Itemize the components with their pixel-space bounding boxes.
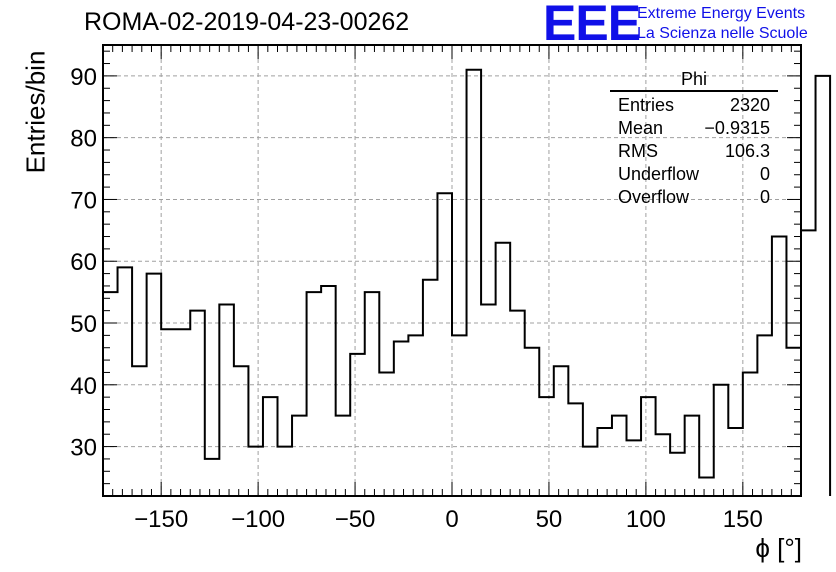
logo-line-2: La Scienza nelle Scuole [637,25,808,42]
stats-value: 106.3 [724,141,770,161]
y-tick-label: 80 [70,126,97,153]
x-tick-label: 0 [445,506,458,533]
x-tick-label: −100 [231,506,285,533]
stats-value: −0.9315 [704,118,770,138]
stats-row-overflow: Overflow 0 [610,186,778,209]
stats-row-mean: Mean −0.9315 [610,117,778,140]
y-tick-label: 90 [70,64,97,91]
stats-value: 0 [759,187,770,207]
eee-logo-text: Extreme Energy Events La Scienza nelle S… [637,4,808,44]
y-tick-label: 60 [70,249,97,276]
y-tick-label: 50 [70,311,97,338]
x-tick-label: 100 [626,506,666,533]
x-tick-label: 50 [536,506,563,533]
stats-title: Phi [680,69,707,89]
stats-row-rms: RMS 106.3 [610,140,778,163]
stats-box: Phi Entries 2320 Mean −0.9315 RMS 106.3 … [610,68,778,209]
stats-label: Underflow [618,164,700,184]
y-tick-label: 70 [70,187,97,214]
y-tick-label: 30 [70,435,97,462]
logo-line-1: Extreme Energy Events [637,5,806,22]
stats-label: Mean [618,118,664,138]
stats-row-entries: Entries 2320 [610,94,778,117]
y-tick-label: 40 [70,373,97,400]
stats-label: Entries [618,95,675,115]
eee-logo: EEE [543,0,641,51]
stats-value: 2320 [729,95,770,115]
stats-separator [610,90,778,92]
y-axis-label: Entries/bin [20,50,51,174]
y-axis: 30 40 50 60 70 80 90 [70,50,801,485]
x-tick-label: −150 [134,506,188,533]
stats-row-underflow: Underflow 0 [610,163,778,186]
x-axis: −150 −100 −50 0 50 100 150 [112,45,802,533]
histogram-series-line [102,68,832,496]
chart-title: ROMA-02-2019-04-23-00262 [84,8,410,36]
x-tick-label: 150 [723,506,763,533]
stats-value: 0 [759,164,770,184]
x-axis-label: ϕ [°] [755,533,802,563]
stats-label: Overflow [618,187,690,207]
stats-label: RMS [618,141,658,161]
x-tick-label: −50 [335,506,376,533]
